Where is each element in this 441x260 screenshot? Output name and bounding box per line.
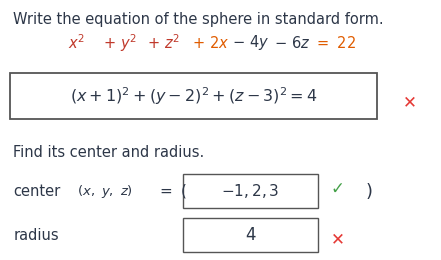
- Text: $)$: $)$: [365, 181, 372, 201]
- FancyBboxPatch shape: [183, 174, 318, 208]
- Text: center: center: [13, 184, 60, 199]
- Text: ✕: ✕: [330, 230, 344, 248]
- Text: $-1,2,3$: $-1,2,3$: [221, 182, 280, 200]
- Text: $x^2$: $x^2$: [68, 34, 86, 52]
- Text: $(x+1)^2+(y-2)^2+(z-3)^2=4$: $(x+1)^2+(y-2)^2+(z-3)^2=4$: [70, 85, 317, 107]
- Text: 4: 4: [245, 226, 255, 244]
- Text: radius: radius: [13, 228, 59, 243]
- Text: $+\ 2x$: $+\ 2x$: [192, 35, 229, 51]
- Text: Find its center and radius.: Find its center and radius.: [13, 145, 205, 160]
- FancyBboxPatch shape: [183, 218, 318, 252]
- Text: $=\ 22$: $=\ 22$: [314, 35, 356, 51]
- Text: $=\ ($: $=\ ($: [157, 182, 187, 200]
- Text: $+\ z^2$: $+\ z^2$: [147, 34, 179, 52]
- FancyBboxPatch shape: [10, 73, 377, 119]
- Text: $+\ y^2$: $+\ y^2$: [103, 32, 137, 54]
- Text: ✓: ✓: [330, 179, 344, 198]
- Text: $-\ 6z$: $-\ 6z$: [274, 35, 310, 51]
- Text: ✕: ✕: [403, 94, 417, 112]
- Text: $-\ 4y$: $-\ 4y$: [232, 33, 269, 53]
- Text: $(x,\ y,\ z)$: $(x,\ y,\ z)$: [77, 183, 133, 200]
- Text: Write the equation of the sphere in standard form.: Write the equation of the sphere in stan…: [13, 12, 384, 27]
